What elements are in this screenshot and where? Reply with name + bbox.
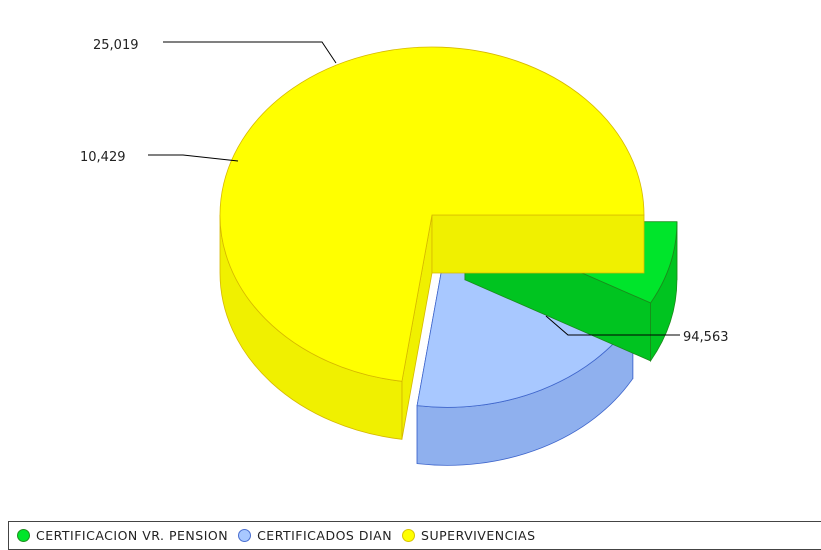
slice-top-supervivencias: [219, 46, 645, 382]
legend-label-certificados-dian: CERTIFICADOS DIAN: [257, 528, 393, 543]
leader-line-certificados-dian: [163, 41, 337, 64]
legend-swatch-supervivencias: [402, 529, 416, 542]
pie-chart: 10,429 25,019 94,563: [80, 38, 729, 466]
data-label-certificacion-vr-pension: 10,429: [80, 150, 126, 165]
slice-side-supervivencias-1: [431, 214, 645, 274]
data-label-supervivencias: 94,563: [683, 330, 729, 345]
legend-item-certificacion-vr-pension: CERTIFICACION VR. PENSION: [17, 528, 228, 543]
legend-swatch-certificados-dian: [238, 529, 252, 542]
legend-swatch-certificacion-vr-pension: [17, 529, 30, 542]
slice-supervivencias: [219, 46, 645, 440]
legend-item-supervivencias: SUPERVIVENCIAS: [402, 528, 535, 543]
leader-line-certificacion-vr-pension: [148, 154, 239, 162]
legend-label-certificacion-vr-pension: CERTIFICACION VR. PENSION: [36, 528, 229, 543]
legend-label-supervivencias: SUPERVIVENCIAS: [421, 528, 536, 543]
data-label-certificados-dian: 25,019: [93, 38, 139, 53]
leader-line-supervivencias: [545, 315, 680, 336]
pie-chart-svg: 10,429 25,019 94,563: [80, 38, 729, 466]
chart-legend: CERTIFICACION VR. PENSION CERTIFICADOS D…: [8, 521, 821, 550]
legend-item-certificados-dian: CERTIFICADOS DIAN: [238, 528, 392, 543]
